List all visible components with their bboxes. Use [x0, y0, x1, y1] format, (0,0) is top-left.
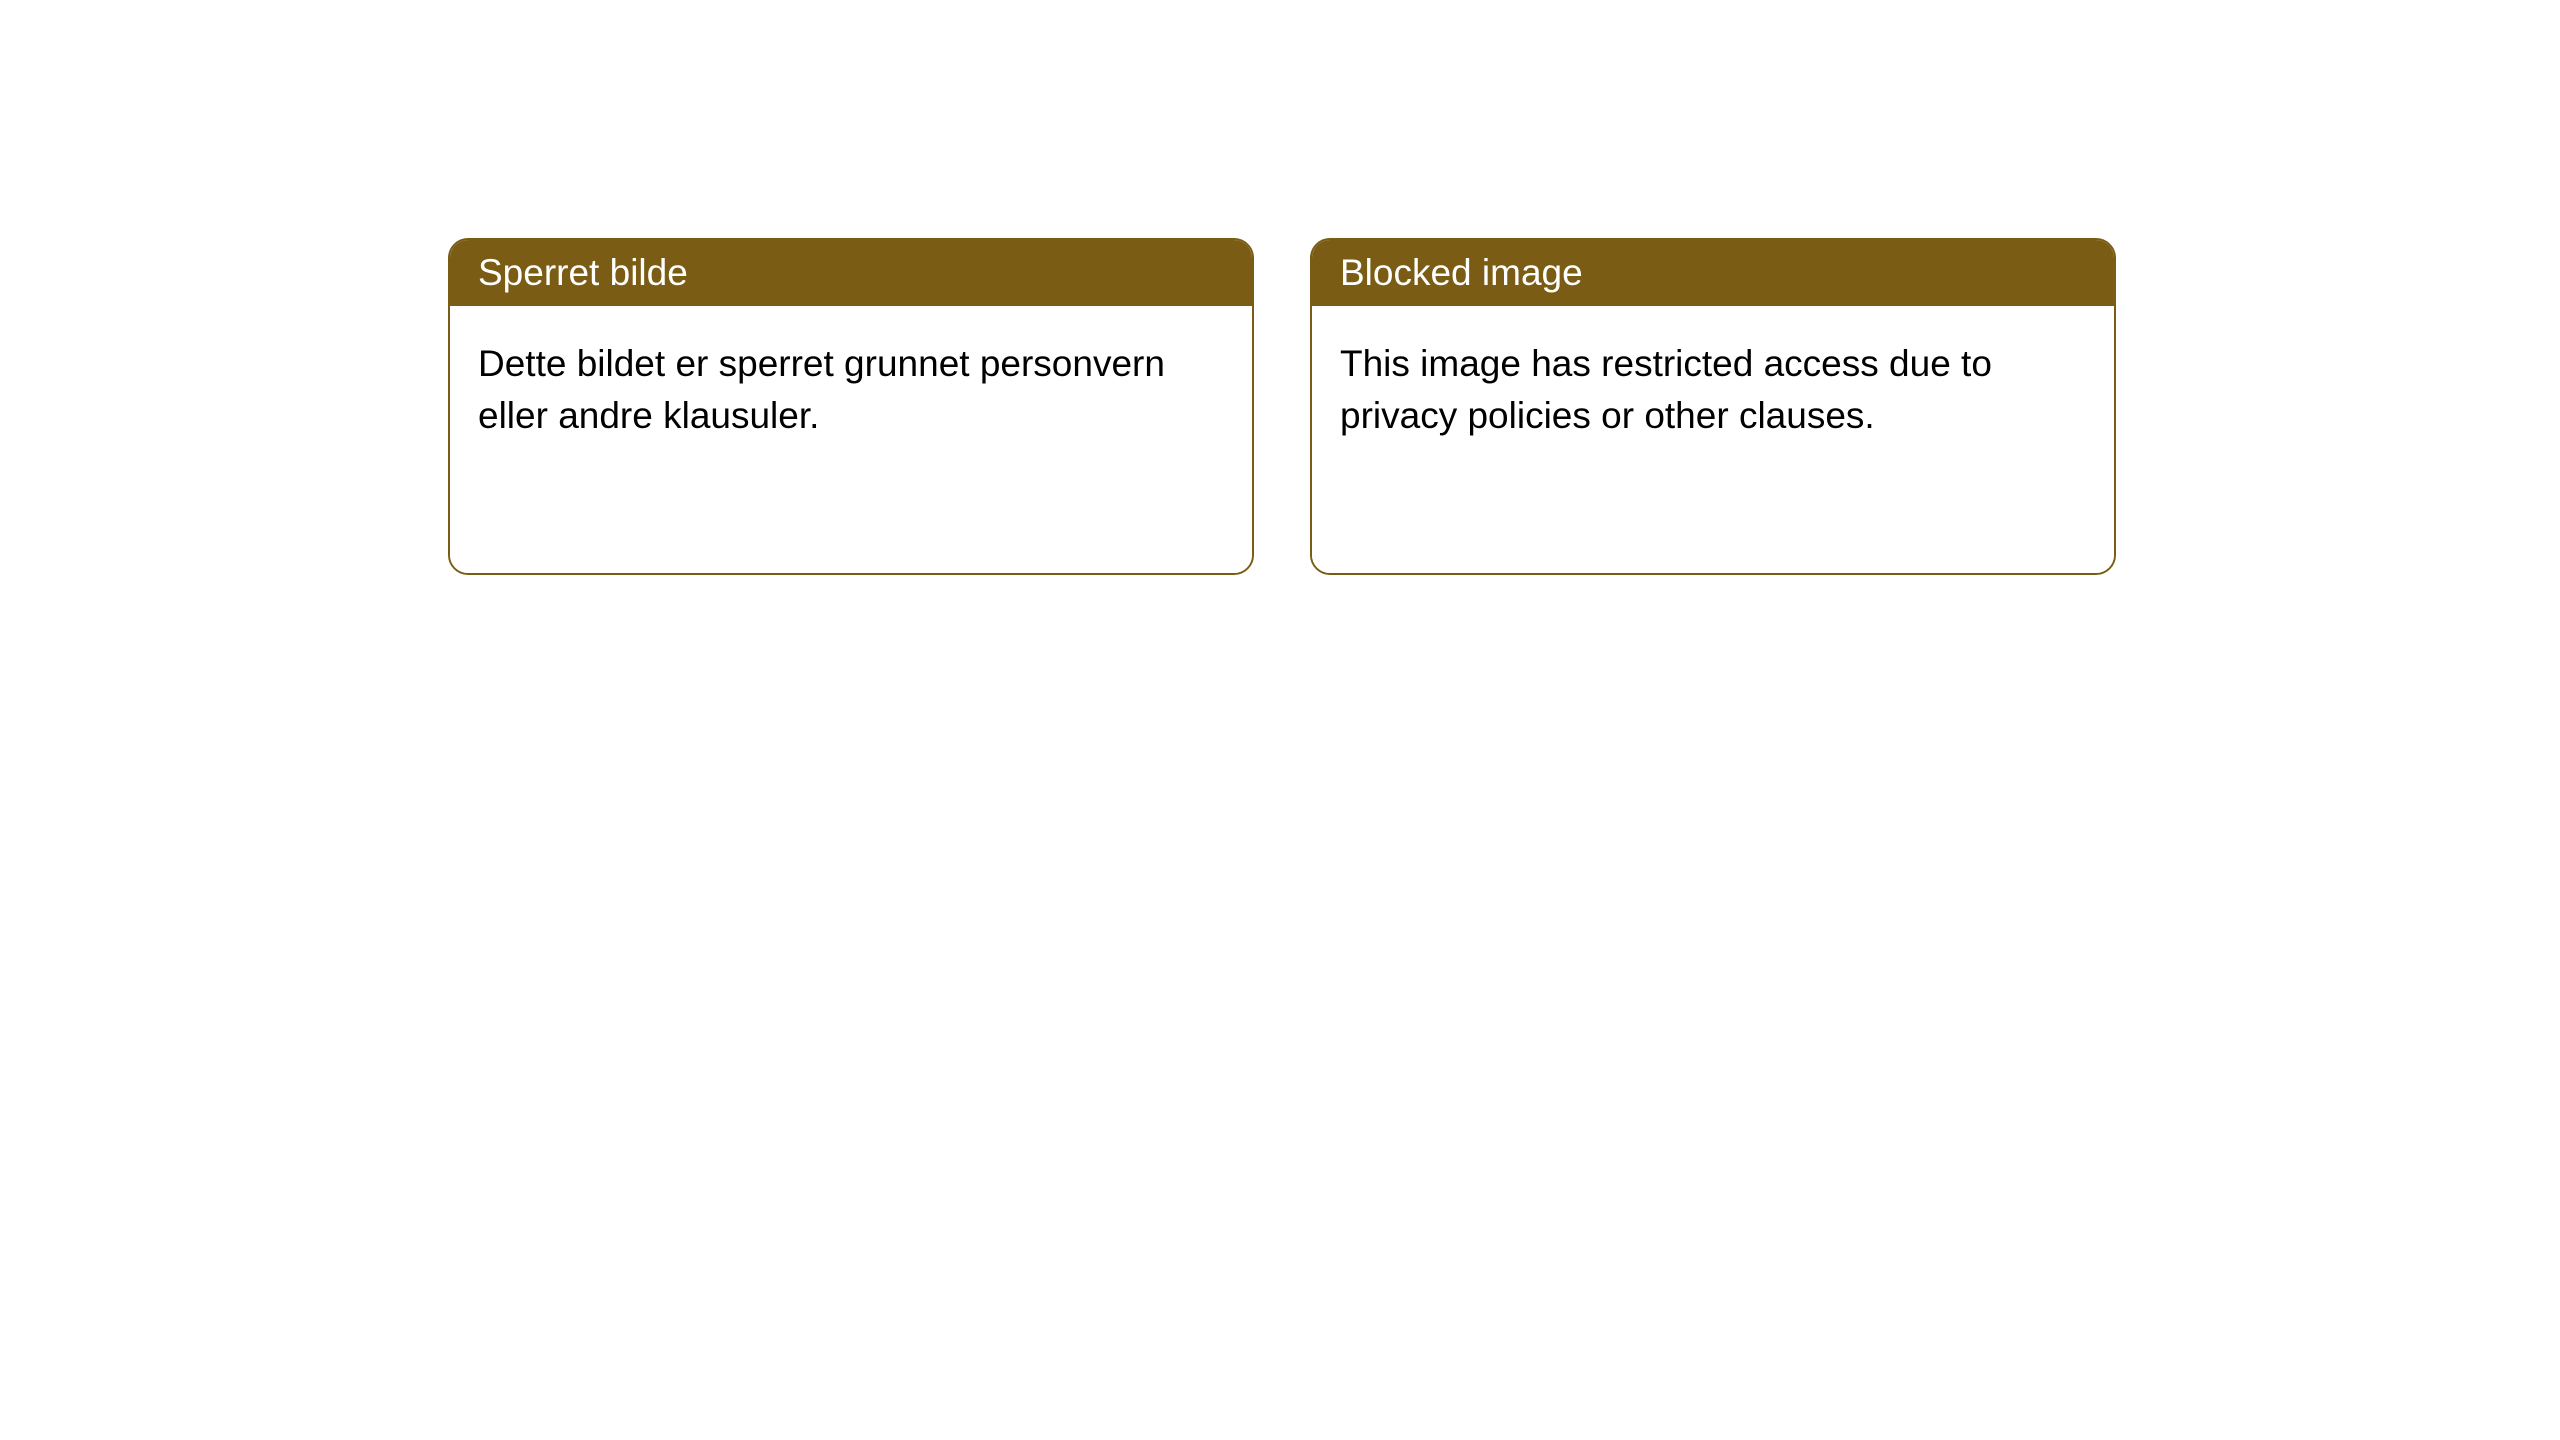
card-title-en: Blocked image [1340, 252, 1583, 293]
card-message-no: Dette bildet er sperret grunnet personve… [478, 343, 1165, 436]
card-header-en: Blocked image [1312, 240, 2114, 306]
blocked-image-card-no: Sperret bilde Dette bildet er sperret gr… [448, 238, 1254, 575]
blocked-image-card-en: Blocked image This image has restricted … [1310, 238, 2116, 575]
card-title-no: Sperret bilde [478, 252, 688, 293]
card-body-no: Dette bildet er sperret grunnet personve… [450, 306, 1252, 573]
notice-container: Sperret bilde Dette bildet er sperret gr… [0, 0, 2560, 575]
card-header-no: Sperret bilde [450, 240, 1252, 306]
card-message-en: This image has restricted access due to … [1340, 343, 1992, 436]
card-body-en: This image has restricted access due to … [1312, 306, 2114, 573]
